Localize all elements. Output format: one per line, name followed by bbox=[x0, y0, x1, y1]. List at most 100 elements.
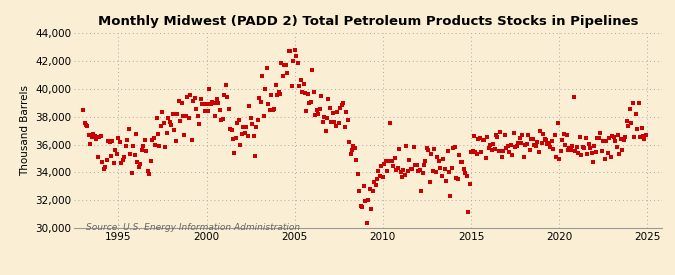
Point bbox=[377, 175, 388, 179]
Point bbox=[417, 171, 428, 176]
Point bbox=[404, 158, 414, 162]
Point bbox=[507, 153, 518, 157]
Point bbox=[88, 132, 99, 136]
Point bbox=[456, 160, 466, 164]
Point bbox=[531, 143, 541, 148]
Point bbox=[624, 106, 635, 111]
Point bbox=[383, 159, 394, 163]
Point bbox=[443, 170, 454, 174]
Point bbox=[146, 138, 157, 142]
Point bbox=[641, 133, 651, 137]
Point bbox=[270, 83, 281, 88]
Point bbox=[439, 167, 450, 172]
Point bbox=[317, 120, 328, 124]
Point bbox=[454, 153, 464, 157]
Point bbox=[235, 142, 246, 147]
Point bbox=[473, 137, 484, 142]
Point bbox=[470, 150, 481, 155]
Point bbox=[532, 140, 543, 144]
Point bbox=[141, 149, 152, 153]
Point bbox=[252, 118, 263, 122]
Point bbox=[184, 116, 194, 120]
Point bbox=[516, 141, 526, 145]
Point bbox=[319, 115, 329, 119]
Point bbox=[437, 156, 448, 161]
Point bbox=[567, 144, 578, 148]
Point bbox=[125, 152, 136, 157]
Point bbox=[157, 110, 168, 114]
Point bbox=[161, 131, 172, 135]
Point bbox=[466, 150, 477, 155]
Point bbox=[362, 198, 373, 202]
Point bbox=[611, 145, 622, 149]
Point bbox=[176, 100, 187, 105]
Point bbox=[392, 166, 403, 170]
Point bbox=[406, 167, 416, 171]
Point bbox=[201, 102, 212, 106]
Point bbox=[315, 106, 325, 111]
Point bbox=[122, 138, 132, 142]
Point bbox=[109, 161, 119, 165]
Point bbox=[385, 121, 396, 126]
Point bbox=[398, 167, 409, 172]
Point bbox=[179, 133, 190, 137]
Point bbox=[458, 167, 469, 171]
Point bbox=[311, 108, 322, 112]
Point bbox=[367, 188, 378, 193]
Point bbox=[344, 140, 354, 144]
Point bbox=[462, 210, 473, 214]
Point bbox=[570, 149, 580, 153]
Point bbox=[523, 133, 534, 138]
Point bbox=[386, 158, 397, 163]
Point bbox=[286, 83, 297, 88]
Point bbox=[186, 138, 197, 142]
Point bbox=[418, 163, 429, 167]
Point bbox=[296, 90, 307, 94]
Point bbox=[451, 176, 462, 180]
Point bbox=[482, 134, 493, 139]
Point bbox=[402, 169, 413, 174]
Point bbox=[585, 146, 595, 150]
Point bbox=[114, 140, 125, 144]
Point bbox=[450, 145, 460, 149]
Point bbox=[300, 91, 310, 95]
Point bbox=[173, 99, 184, 103]
Point bbox=[227, 137, 238, 141]
Point bbox=[442, 148, 453, 153]
Point bbox=[583, 142, 594, 147]
Point bbox=[364, 186, 375, 191]
Point bbox=[107, 139, 118, 143]
Point bbox=[207, 99, 218, 104]
Point bbox=[452, 177, 463, 182]
Point bbox=[556, 148, 566, 153]
Point bbox=[198, 102, 209, 106]
Point bbox=[527, 137, 538, 142]
Point bbox=[171, 112, 182, 116]
Point bbox=[111, 152, 122, 156]
Point bbox=[620, 135, 630, 139]
Point bbox=[633, 100, 644, 105]
Point bbox=[113, 136, 124, 140]
Point bbox=[622, 119, 632, 123]
Point bbox=[433, 159, 444, 163]
Point bbox=[226, 128, 237, 132]
Point bbox=[464, 182, 475, 186]
Point bbox=[514, 136, 525, 140]
Point bbox=[275, 92, 286, 96]
Title: Monthly Midwest (PADD 2) Total Petroleum Products Stocks in Pipelines: Monthly Midwest (PADD 2) Total Petroleum… bbox=[98, 15, 638, 28]
Point bbox=[479, 138, 489, 142]
Point bbox=[119, 154, 130, 159]
Point bbox=[373, 168, 384, 173]
Point bbox=[240, 131, 250, 135]
Point bbox=[354, 188, 364, 193]
Point bbox=[329, 120, 340, 124]
Point bbox=[250, 153, 261, 158]
Point bbox=[395, 170, 406, 174]
Point bbox=[148, 135, 159, 140]
Point bbox=[366, 207, 377, 211]
Point bbox=[155, 123, 166, 128]
Point bbox=[448, 145, 459, 150]
Point bbox=[333, 120, 344, 125]
Point bbox=[307, 68, 318, 73]
Point bbox=[150, 143, 161, 148]
